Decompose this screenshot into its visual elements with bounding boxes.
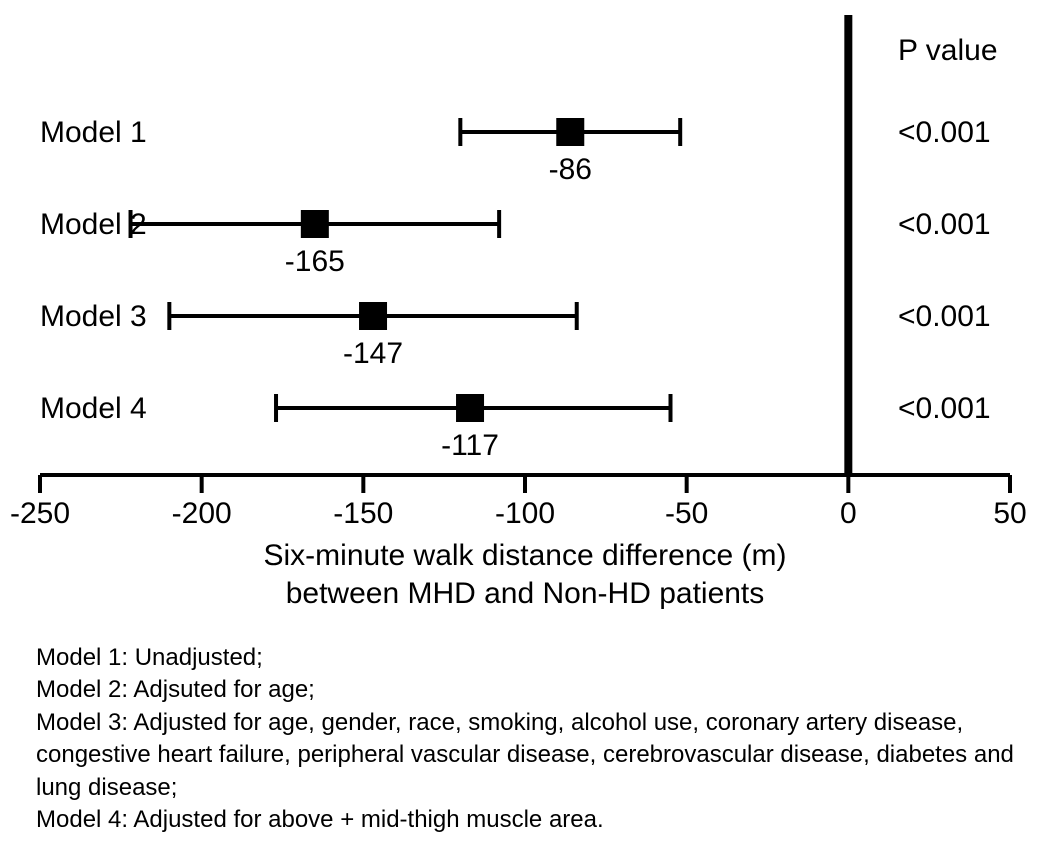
footnote-line: Model 3: Adjusted for age, gender, race,…: [36, 707, 1050, 804]
pvalue-label: <0.001: [898, 116, 991, 149]
point-marker: [359, 302, 387, 330]
point-marker: [456, 394, 484, 422]
x-tick-label: 50: [993, 497, 1026, 530]
forest-plot-figure: -250 -200 -150 -100 -50 0 50 P value Model 1 <0.0…: [0, 0, 1050, 841]
x-tick-label: -250: [10, 497, 70, 530]
x-axis-title-line1: Six-minute walk distance difference (m): [264, 539, 787, 572]
model-label: Model 1: [40, 116, 147, 149]
point-marker: [556, 118, 584, 146]
footnote-line: Model 1: Unadjusted;: [36, 642, 1050, 674]
point-label: -117: [441, 429, 499, 462]
point-marker: [301, 210, 329, 238]
model-label: Model 4: [40, 392, 147, 425]
x-tick-label: -200: [172, 497, 232, 530]
footnote-line: Model 2: Adjsuted for age;: [36, 674, 1050, 706]
point-label: -86: [549, 153, 592, 186]
x-tick-label: -50: [665, 497, 708, 530]
point-label: -165: [285, 245, 345, 278]
x-axis-title-line2: between MHD and Non-HD patients: [286, 577, 765, 610]
pvalue-label: <0.001: [898, 300, 991, 333]
footnote-line: Model 4: Adjusted for above + mid-thigh …: [36, 804, 1050, 836]
footnotes-block: Model 1: Unadjusted;Model 2: Adjsuted fo…: [36, 642, 1050, 836]
x-tick-label: -150: [333, 497, 393, 530]
x-tick-label: -100: [495, 497, 555, 530]
model-label: Model 3: [40, 300, 147, 333]
point-label: -147: [343, 337, 403, 370]
x-tick-label: 0: [840, 497, 857, 530]
pvalue-label: <0.001: [898, 208, 991, 241]
pvalue-header: P value: [898, 34, 998, 67]
pvalue-label: <0.001: [898, 392, 991, 425]
